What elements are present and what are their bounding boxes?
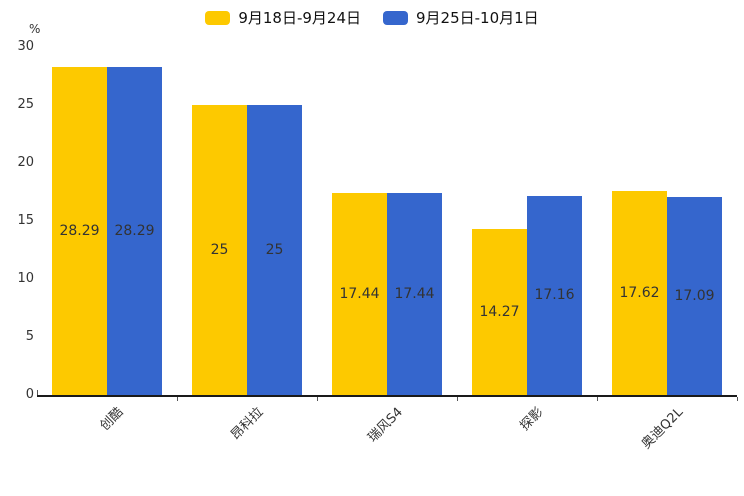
bar-value-label: 25	[210, 242, 229, 258]
x-axis-tick-mark	[37, 390, 38, 395]
x-category-label[interactable]: 瑞风S4	[365, 404, 407, 446]
bar-value-label: 17.16	[534, 287, 575, 304]
y-tick-label: 20	[17, 155, 34, 170]
legend-item-series-0[interactable]: 9月18日-9月24日	[205, 7, 361, 28]
bar-value-label: 25	[265, 242, 284, 258]
bar-value-label: 17.44	[339, 285, 380, 302]
legend-swatch-icon	[383, 10, 408, 25]
y-axis-unit-label: %	[29, 22, 41, 36]
legend-label: 9月18日-9月24日	[238, 9, 361, 27]
x-axis-tick-mark	[317, 397, 318, 401]
y-tick-label: 30	[17, 39, 34, 54]
bar-value-label: 28.29	[59, 222, 100, 239]
x-category-label[interactable]: 创酷	[97, 404, 127, 434]
plot-area: 28.29 28.29 25 25 17.44 17.44 14.27 17.16 17.62 1…	[37, 47, 737, 397]
y-tick-label: 5	[25, 329, 34, 344]
bar-series-0-category-0[interactable]: 28.29	[52, 66, 107, 395]
bar-value-label: 14.27	[479, 304, 520, 321]
bar-series-1-category-1[interactable]: 25	[247, 105, 302, 395]
y-tick-label: 15	[17, 213, 34, 228]
legend-swatch-icon	[205, 10, 231, 25]
x-axis-tick-mark	[737, 397, 738, 401]
x-category-label[interactable]: 昂科拉	[228, 404, 267, 444]
x-axis-tick-mark	[177, 397, 178, 401]
x-axis-tick-mark	[597, 397, 598, 401]
y-tick-label: 0	[25, 387, 34, 402]
x-category-label[interactable]: 探影	[517, 404, 547, 434]
bar-group-2: 17.44 17.44	[317, 47, 457, 395]
bar-group-0: 28.29 28.29	[37, 47, 177, 395]
legend: 9月18日-9月24日 9月25日-10月1日	[0, 7, 744, 28]
bar-series-1-category-2[interactable]: 17.44	[387, 192, 442, 395]
bar-value-label: 28.29	[114, 222, 155, 239]
legend-label: 9月25日-10月1日	[416, 9, 539, 27]
bar-group-3: 14.27 17.16	[457, 47, 597, 395]
bar-group-1: 25 25	[177, 47, 317, 395]
bar-value-label: 17.62	[619, 284, 660, 301]
bar-value-label: 17.09	[674, 287, 715, 304]
bar-series-0-category-3[interactable]: 14.27	[472, 229, 527, 395]
y-tick-label: 25	[17, 97, 34, 112]
bar-value-label: 17.44	[394, 285, 435, 302]
bar-series-1-category-3[interactable]: 17.16	[527, 195, 582, 395]
bar-series-0-category-1[interactable]: 25	[192, 105, 247, 395]
bar-series-0-category-4[interactable]: 17.62	[612, 190, 667, 395]
x-category-label[interactable]: 奥迪Q2L	[639, 404, 687, 453]
legend-item-series-1[interactable]: 9月25日-10月1日	[383, 7, 539, 28]
x-axis-tick-mark	[457, 397, 458, 401]
bar-series-1-category-0[interactable]: 28.29	[107, 66, 162, 395]
y-tick-label: 10	[17, 271, 34, 286]
bar-group-4: 17.62 17.09	[597, 47, 737, 395]
bar-series-0-category-2[interactable]: 17.44	[332, 192, 387, 395]
bar-series-1-category-4[interactable]: 17.09	[667, 196, 722, 395]
